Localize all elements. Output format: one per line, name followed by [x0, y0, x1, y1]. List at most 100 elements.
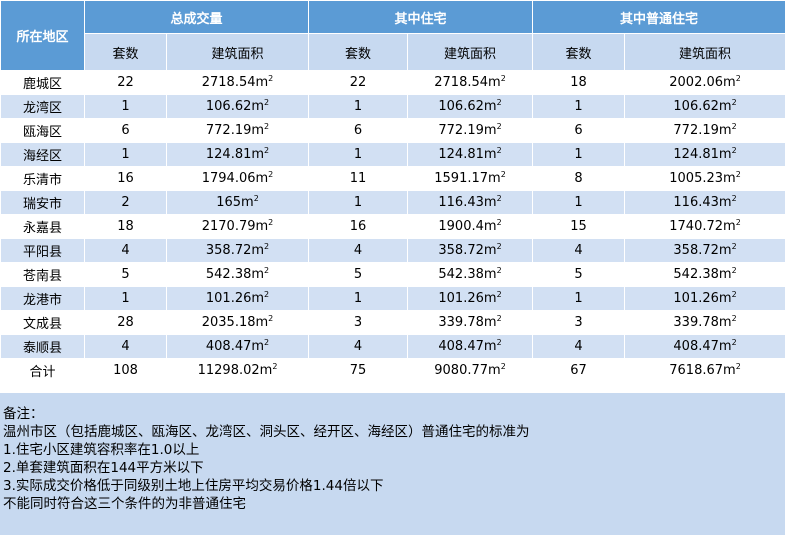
ordinary-area-cell[interactable]: 542.38m2: [624, 262, 785, 287]
ordinary-units-cell[interactable]: 15: [532, 214, 626, 239]
ordinary-area-cell[interactable]: 1005.23m2: [624, 166, 785, 191]
total-area-cell[interactable]: 124.81m2: [165, 142, 310, 167]
total-area-cell[interactable]: 2035.18m2: [165, 310, 310, 335]
total-units-cell[interactable]: 5: [84, 262, 167, 287]
col-header-residential-area[interactable]: 建筑面积: [407, 33, 534, 71]
total-area-cell[interactable]: 11298.02m2: [165, 358, 310, 383]
total-area-cell[interactable]: 542.38m2: [165, 262, 310, 287]
total-area-cell[interactable]: 106.62m2: [165, 94, 310, 119]
residential-area-cell[interactable]: 9080.77m2: [407, 358, 534, 383]
total-units-cell[interactable]: 28: [84, 310, 167, 335]
ordinary-area-cell[interactable]: 772.19m2: [624, 118, 785, 143]
group-header-ordinary-residential[interactable]: 其中普通住宅: [532, 0, 785, 34]
ordinary-units-cell[interactable]: 4: [532, 238, 626, 263]
ordinary-area-cell[interactable]: 7618.67m2: [624, 358, 785, 383]
ordinary-units-cell[interactable]: 5: [532, 262, 626, 287]
residential-units-cell[interactable]: 3: [308, 310, 409, 335]
residential-area-cell[interactable]: 101.26m2: [407, 286, 534, 311]
col-header-ordinary-area[interactable]: 建筑面积: [624, 33, 785, 71]
residential-units-cell[interactable]: 4: [308, 334, 409, 359]
ordinary-area-cell[interactable]: 408.47m2: [624, 334, 785, 359]
residential-units-cell[interactable]: 22: [308, 70, 409, 95]
residential-units-cell[interactable]: 1: [308, 94, 409, 119]
notes-box[interactable]: 备注： 温州市区（包括鹿城区、瓯海区、龙湾区、洞头区、经开区、海经区）普通住宅的…: [0, 393, 785, 535]
region-cell[interactable]: 龙港市: [0, 286, 85, 311]
region-cell[interactable]: 乐清市: [0, 166, 85, 191]
col-header-total-area[interactable]: 建筑面积: [165, 33, 310, 71]
total-units-cell[interactable]: 16: [84, 166, 167, 191]
residential-units-cell[interactable]: 1: [308, 142, 409, 167]
ordinary-units-cell[interactable]: 1: [532, 190, 626, 215]
residential-units-cell[interactable]: 75: [308, 358, 409, 383]
total-area-cell[interactable]: 165m2: [165, 190, 310, 215]
total-units-cell[interactable]: 22: [84, 70, 167, 95]
ordinary-area-cell[interactable]: 116.43m2: [624, 190, 785, 215]
region-cell[interactable]: 泰顺县: [0, 334, 85, 359]
ordinary-area-cell[interactable]: 1740.72m2: [624, 214, 785, 239]
ordinary-units-cell[interactable]: 1: [532, 94, 626, 119]
col-header-residential-units[interactable]: 套数: [308, 33, 409, 71]
residential-units-cell[interactable]: 11: [308, 166, 409, 191]
residential-units-cell[interactable]: 1: [308, 286, 409, 311]
ordinary-area-cell[interactable]: 2002.06m2: [624, 70, 785, 95]
residential-area-cell[interactable]: 358.72m2: [407, 238, 534, 263]
residential-units-cell[interactable]: 6: [308, 118, 409, 143]
region-cell[interactable]: 鹿城区: [0, 70, 85, 95]
total-units-cell[interactable]: 1: [84, 142, 167, 167]
total-area-cell[interactable]: 101.26m2: [165, 286, 310, 311]
ordinary-units-cell[interactable]: 67: [532, 358, 626, 383]
total-units-cell[interactable]: 1: [84, 286, 167, 311]
ordinary-units-cell[interactable]: 18: [532, 70, 626, 95]
region-cell[interactable]: 文成县: [0, 310, 85, 335]
residential-area-cell[interactable]: 542.38m2: [407, 262, 534, 287]
residential-units-cell[interactable]: 4: [308, 238, 409, 263]
total-area-cell[interactable]: 408.47m2: [165, 334, 310, 359]
region-cell[interactable]: 合计: [0, 358, 85, 383]
residential-units-cell[interactable]: 16: [308, 214, 409, 239]
ordinary-units-cell[interactable]: 1: [532, 142, 626, 167]
total-area-cell[interactable]: 1794.06m2: [165, 166, 310, 191]
residential-area-cell[interactable]: 1591.17m2: [407, 166, 534, 191]
ordinary-units-cell[interactable]: 8: [532, 166, 626, 191]
total-units-cell[interactable]: 2: [84, 190, 167, 215]
total-units-cell[interactable]: 18: [84, 214, 167, 239]
ordinary-units-cell[interactable]: 1: [532, 286, 626, 311]
total-area-cell[interactable]: 772.19m2: [165, 118, 310, 143]
col-header-total-units[interactable]: 套数: [84, 33, 167, 71]
region-header[interactable]: 所在地区: [0, 0, 85, 71]
ordinary-area-cell[interactable]: 339.78m2: [624, 310, 785, 335]
ordinary-units-cell[interactable]: 3: [532, 310, 626, 335]
region-cell[interactable]: 瑞安市: [0, 190, 85, 215]
residential-area-cell[interactable]: 408.47m2: [407, 334, 534, 359]
ordinary-area-cell[interactable]: 358.72m2: [624, 238, 785, 263]
residential-area-cell[interactable]: 772.19m2: [407, 118, 534, 143]
region-cell[interactable]: 永嘉县: [0, 214, 85, 239]
residential-area-cell[interactable]: 2718.54m2: [407, 70, 534, 95]
region-cell[interactable]: 平阳县: [0, 238, 85, 263]
residential-area-cell[interactable]: 124.81m2: [407, 142, 534, 167]
residential-area-cell[interactable]: 339.78m2: [407, 310, 534, 335]
residential-area-cell[interactable]: 116.43m2: [407, 190, 534, 215]
total-units-cell[interactable]: 108: [84, 358, 167, 383]
residential-area-cell[interactable]: 106.62m2: [407, 94, 534, 119]
ordinary-area-cell[interactable]: 106.62m2: [624, 94, 785, 119]
total-units-cell[interactable]: 4: [84, 238, 167, 263]
total-area-cell[interactable]: 358.72m2: [165, 238, 310, 263]
ordinary-units-cell[interactable]: 6: [532, 118, 626, 143]
residential-area-cell[interactable]: 1900.4m2: [407, 214, 534, 239]
residential-units-cell[interactable]: 5: [308, 262, 409, 287]
col-header-ordinary-units[interactable]: 套数: [532, 33, 626, 71]
region-cell[interactable]: 苍南县: [0, 262, 85, 287]
total-area-cell[interactable]: 2170.79m2: [165, 214, 310, 239]
group-header-residential[interactable]: 其中住宅: [308, 0, 534, 34]
total-units-cell[interactable]: 6: [84, 118, 167, 143]
region-cell[interactable]: 瓯海区: [0, 118, 85, 143]
region-cell[interactable]: 龙湾区: [0, 94, 85, 119]
total-units-cell[interactable]: 4: [84, 334, 167, 359]
ordinary-units-cell[interactable]: 4: [532, 334, 626, 359]
total-area-cell[interactable]: 2718.54m2: [165, 70, 310, 95]
total-units-cell[interactable]: 1: [84, 94, 167, 119]
ordinary-area-cell[interactable]: 101.26m2: [624, 286, 785, 311]
residential-units-cell[interactable]: 1: [308, 190, 409, 215]
ordinary-area-cell[interactable]: 124.81m2: [624, 142, 785, 167]
